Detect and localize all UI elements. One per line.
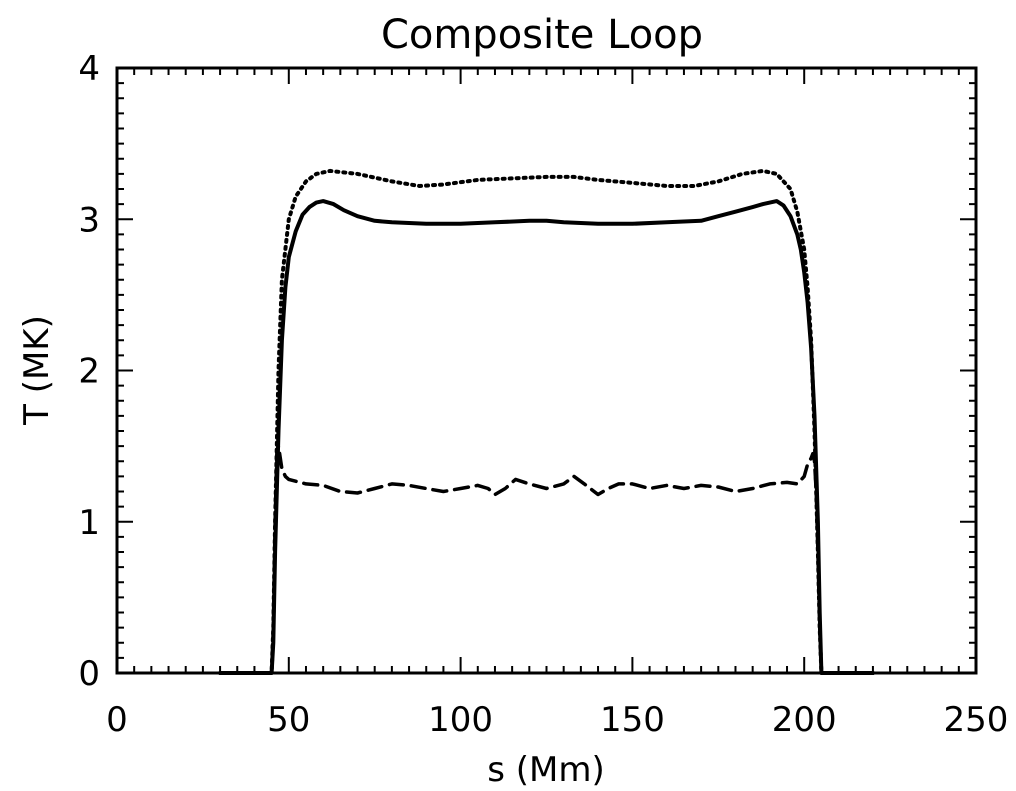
series-line-solid	[218, 199, 875, 675]
series-line-dashed	[218, 444, 875, 675]
y-tick-labels: 0 1 2 3 4	[78, 49, 100, 694]
y-tick-label: 3	[78, 200, 100, 240]
x-tick-label: 0	[106, 700, 128, 740]
y-axis-label: T (MK)	[17, 315, 57, 426]
chart-title: Composite Loop	[381, 12, 703, 58]
y-tick-label: 0	[78, 654, 100, 694]
series-line-dotted	[218, 168, 875, 675]
x-tick-label: 150	[600, 700, 665, 740]
x-tick-label: 200	[772, 700, 837, 740]
y-tick-label: 4	[78, 49, 100, 89]
x-tick-label: 50	[267, 700, 310, 740]
major-ticks	[116, 67, 977, 674]
y-tick-label: 2	[78, 352, 100, 392]
x-tick-label: 100	[428, 700, 493, 740]
x-axis-label: s (Mm)	[487, 750, 605, 790]
minor-ticks	[117, 68, 976, 673]
x-tick-label: 250	[944, 700, 1009, 740]
plot-frame	[115, 66, 978, 675]
x-tick-labels: 0 50 100 150 200 250	[106, 700, 1008, 740]
y-tick-label: 1	[78, 503, 100, 543]
series-group	[218, 168, 875, 675]
